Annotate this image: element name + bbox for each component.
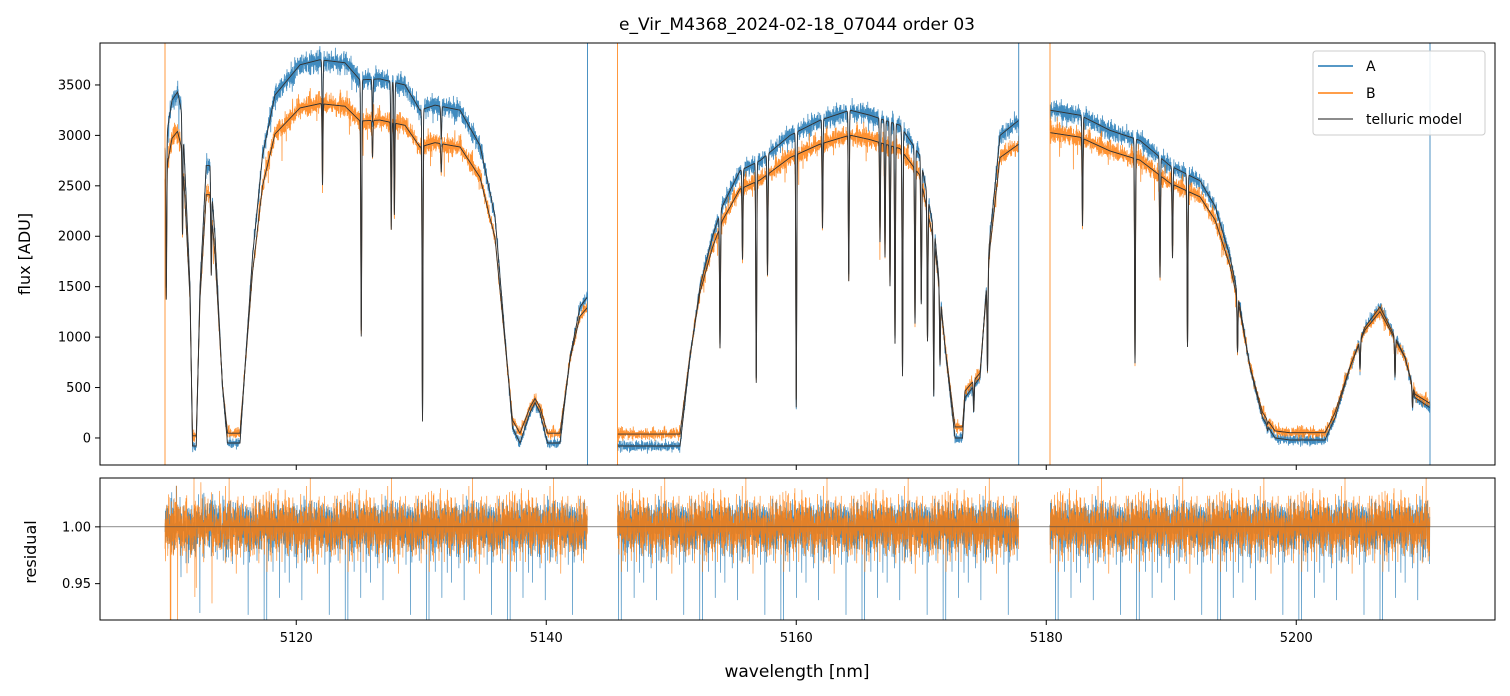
residual-b-segment-1 [617, 478, 1019, 574]
residual-b-segment-0 [164, 478, 588, 620]
telluric-model-b-segment-0 [164, 103, 588, 437]
y-tick-label-flux: 3000 [58, 129, 91, 144]
legend-label-model: telluric model [1366, 112, 1462, 128]
residual-axes-frame [99, 477, 1496, 621]
x-axis-label: wavelength [nm] [724, 662, 869, 682]
telluric-model-a-segment-1 [617, 109, 1019, 447]
y-tick-label-flux: 500 [66, 381, 91, 396]
y-tick-label-flux: 2500 [58, 179, 91, 194]
residual-b-segment-2 [1049, 478, 1431, 574]
x-tick-label: 5180 [1030, 631, 1063, 646]
x-tick-label: 5200 [1280, 631, 1313, 646]
telluric-model-b-segment-2 [1049, 132, 1431, 434]
series-b-segment-2 [1049, 117, 1431, 442]
legend-label-b: B [1366, 86, 1376, 102]
flux-axes-frame [99, 42, 1496, 466]
y-tick-label-residual: 0.95 [62, 577, 91, 592]
series-b-segment-0 [164, 88, 588, 442]
y-tick-label-residual: 1.00 [62, 520, 91, 535]
y-tick-label-flux: 2000 [58, 230, 91, 245]
y-tick-label-flux: 0 [83, 431, 91, 446]
series-a-segment-1 [617, 97, 1020, 454]
legend-label-a: A [1366, 59, 1376, 75]
y-axis-label-flux: flux [ADU] [15, 213, 34, 295]
telluric-model-a-segment-2 [1050, 109, 1431, 441]
flux-plot-area [164, 43, 1431, 465]
series-b-segment-1 [617, 121, 1020, 443]
series-a-segment-0 [164, 46, 588, 453]
x-tick-label: 5120 [280, 631, 313, 646]
y-tick-label-flux: 1500 [58, 280, 91, 295]
x-tick-label: 5160 [780, 631, 813, 646]
telluric-model-a-segment-0 [164, 59, 588, 447]
y-tick-label-flux: 1000 [58, 331, 91, 346]
chart-title: e_Vir_M4368_2024-02-18_07044 order 03 [619, 15, 975, 35]
residual-plot-area [100, 478, 1495, 620]
y-axis-label-residual: residual [21, 520, 40, 583]
x-tick-label: 5140 [530, 631, 563, 646]
telluric-model-b-segment-1 [617, 134, 1019, 435]
y-tick-label-flux: 3500 [58, 78, 91, 93]
legend: A B telluric model [1312, 50, 1486, 136]
